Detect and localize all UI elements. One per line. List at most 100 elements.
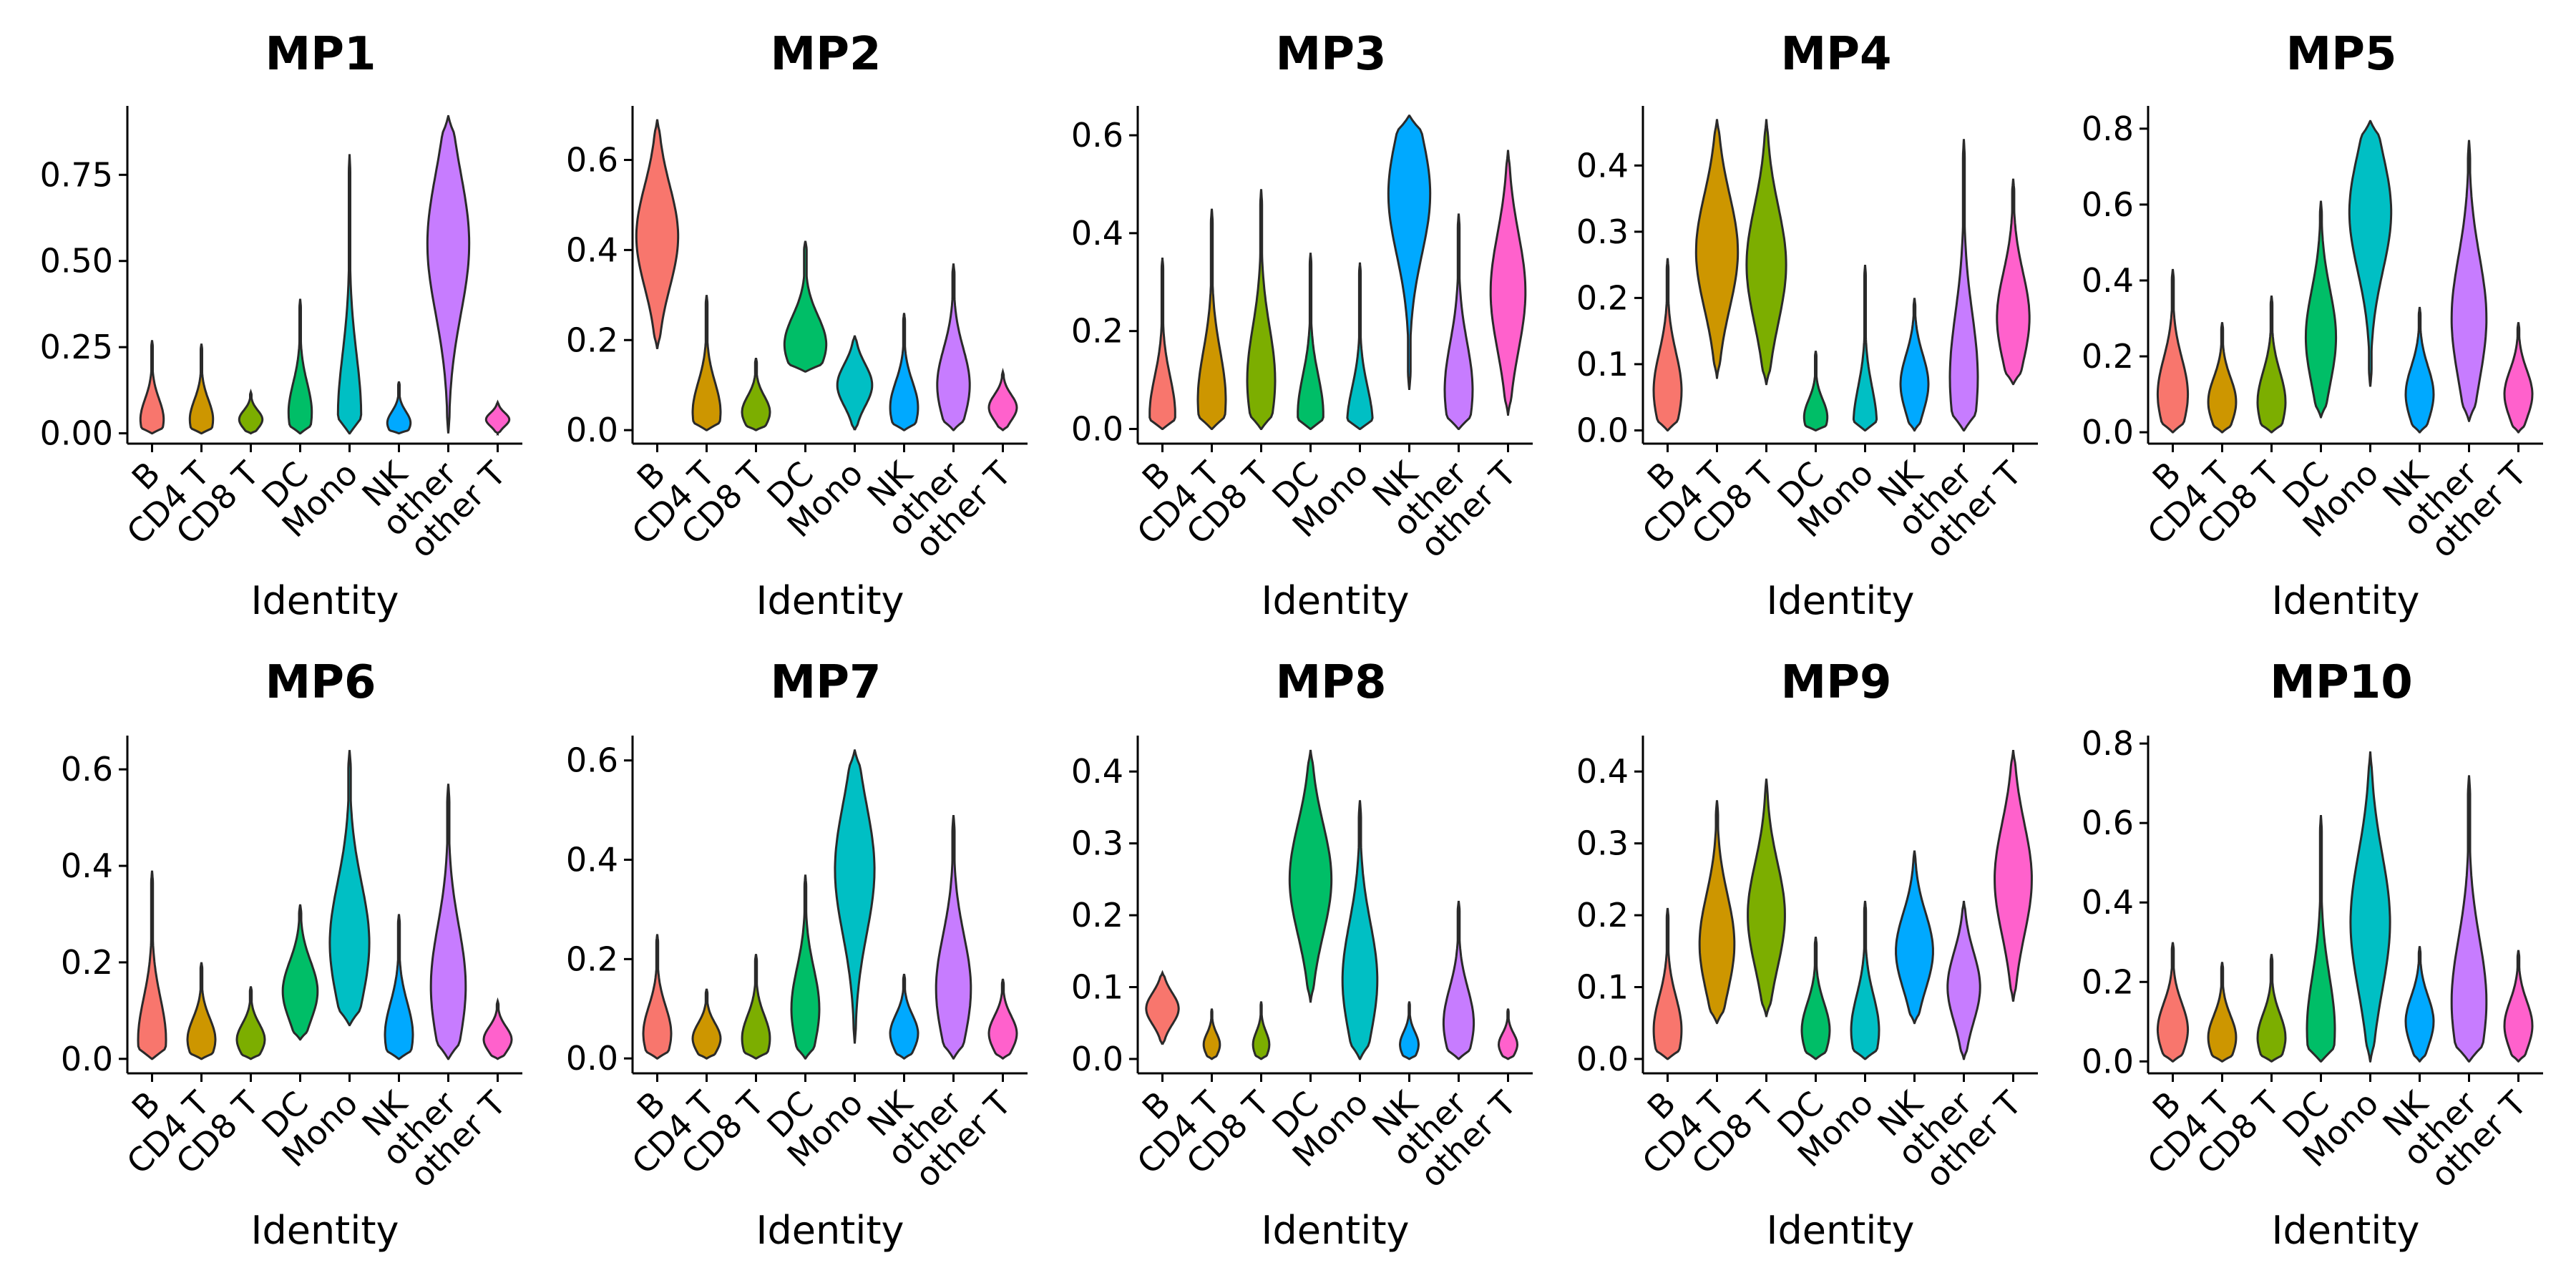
x-axis-label: Identity bbox=[1262, 1208, 1410, 1253]
violin-other-t bbox=[2503, 322, 2534, 434]
y-tick-label: 0.25 bbox=[40, 328, 113, 366]
violin-nk bbox=[1387, 114, 1432, 390]
violin-nk bbox=[2404, 946, 2435, 1063]
violin-dc bbox=[1800, 936, 1831, 1060]
violin-mono bbox=[328, 750, 371, 1027]
y-tick-label: 0.2 bbox=[566, 321, 618, 359]
violin-cd8-t bbox=[238, 389, 264, 435]
violin-cd4-t bbox=[1698, 800, 1736, 1025]
x-axis-label: Identity bbox=[251, 1208, 399, 1253]
violin-nk bbox=[1899, 298, 1930, 432]
y-tick-label: 0.0 bbox=[1071, 409, 1123, 448]
x-axis-label: Identity bbox=[2272, 578, 2420, 623]
violin-cd4-t bbox=[1202, 1008, 1221, 1060]
y-tick-label: 0.2 bbox=[1071, 312, 1123, 351]
y-tick-label: 0.6 bbox=[2082, 804, 2134, 842]
violin-other-t bbox=[482, 997, 513, 1060]
violin-dc bbox=[790, 874, 821, 1060]
panel-title: MP9 bbox=[1780, 656, 1891, 709]
y-tick-label: 0.6 bbox=[2082, 185, 2134, 224]
y-tick-label: 0.50 bbox=[40, 242, 113, 280]
y-tick-label: 0.4 bbox=[1576, 752, 1629, 791]
violin-b bbox=[1652, 258, 1683, 432]
violin-nk bbox=[1398, 1001, 1420, 1060]
panel-title: MP2 bbox=[770, 28, 881, 81]
violin-mono bbox=[834, 749, 876, 1044]
y-tick-label: 0.2 bbox=[566, 940, 618, 978]
violin-cd8-t bbox=[741, 954, 771, 1060]
violin-mono bbox=[836, 335, 874, 431]
violin-nk bbox=[384, 914, 414, 1060]
x-axis-label: Identity bbox=[2272, 1208, 2420, 1253]
violin-cd8-t bbox=[741, 358, 771, 431]
y-tick-label: 0.8 bbox=[2082, 724, 2134, 763]
violin-other bbox=[429, 784, 467, 1060]
violin-cd4-t bbox=[2207, 962, 2238, 1063]
violin-cd8-t bbox=[1747, 779, 1786, 1018]
panel-title: MP7 bbox=[770, 656, 881, 709]
violin-other-t bbox=[1497, 1008, 1519, 1060]
y-tick-label: 0.2 bbox=[1576, 278, 1629, 317]
violin-cd8-t bbox=[1246, 189, 1277, 431]
y-tick-label: 0.8 bbox=[2082, 109, 2134, 148]
violin-dc bbox=[783, 240, 828, 373]
y-tick-label: 0.0 bbox=[566, 1039, 618, 1078]
y-tick-label: 0.6 bbox=[566, 741, 618, 780]
violin-other-t bbox=[1489, 150, 1527, 416]
panel-title: MP3 bbox=[1275, 28, 1386, 81]
y-tick-label: 0.4 bbox=[2082, 883, 2134, 922]
y-tick-label: 0.4 bbox=[61, 847, 113, 885]
violin-mono bbox=[336, 154, 363, 435]
y-tick-label: 0.4 bbox=[566, 841, 618, 879]
x-axis-label: Identity bbox=[756, 1208, 904, 1253]
y-tick-label: 0.3 bbox=[1576, 824, 1629, 863]
violin-nk bbox=[2404, 306, 2435, 434]
panel-title: MP6 bbox=[265, 656, 376, 709]
x-axis-label: Identity bbox=[756, 578, 904, 623]
violin-mono bbox=[1341, 800, 1379, 1060]
violin-other bbox=[426, 114, 471, 434]
violin-b bbox=[2156, 268, 2190, 434]
violin-other bbox=[1948, 139, 1979, 432]
violin-dc bbox=[2306, 814, 2336, 1063]
y-tick-label: 0.0 bbox=[1576, 1040, 1629, 1078]
violin-other bbox=[936, 263, 971, 431]
violin-other bbox=[1442, 900, 1475, 1060]
y-tick-label: 0.1 bbox=[1576, 967, 1629, 1006]
violin-other-t bbox=[1996, 178, 2031, 386]
panel-title: MP4 bbox=[1780, 28, 1891, 81]
y-tick-label: 0.0 bbox=[1576, 411, 1629, 449]
y-tick-label: 0.0 bbox=[1071, 1040, 1123, 1078]
x-axis-label: Identity bbox=[251, 578, 399, 623]
violin-b bbox=[1145, 970, 1180, 1045]
violin-mono bbox=[1346, 262, 1374, 431]
violin-dc bbox=[2304, 200, 2338, 419]
violin-cd8-t bbox=[1252, 1001, 1271, 1060]
panel-title: MP8 bbox=[1275, 656, 1386, 709]
y-tick-label: 0.3 bbox=[1071, 824, 1123, 863]
violin-cd8-t bbox=[2256, 954, 2287, 1063]
violin-other bbox=[2450, 140, 2488, 422]
panel-title: MP10 bbox=[2270, 656, 2413, 709]
violin-cd4-t bbox=[2207, 322, 2238, 434]
y-tick-label: 0.4 bbox=[566, 230, 618, 269]
y-tick-label: 0.6 bbox=[61, 750, 113, 789]
violin-cd4-t bbox=[1694, 119, 1740, 379]
violin-b bbox=[137, 870, 167, 1060]
violin-b bbox=[1148, 257, 1176, 431]
y-tick-label: 0.1 bbox=[1071, 967, 1123, 1006]
violin-mono bbox=[1850, 900, 1880, 1060]
y-tick-label: 0.6 bbox=[566, 141, 618, 180]
violin-b bbox=[2156, 942, 2190, 1063]
violin-other bbox=[2450, 775, 2488, 1063]
violin-mono bbox=[1852, 264, 1878, 432]
y-tick-label: 0.1 bbox=[1576, 345, 1629, 384]
y-tick-label: 0.2 bbox=[2082, 337, 2134, 376]
violin-b bbox=[635, 119, 680, 350]
y-tick-label: 0.75 bbox=[40, 155, 113, 194]
x-axis-label: Identity bbox=[1262, 578, 1410, 623]
violin-dc bbox=[1288, 749, 1333, 1003]
violin-other-t bbox=[987, 978, 1018, 1060]
x-axis-label: Identity bbox=[1767, 578, 1915, 623]
